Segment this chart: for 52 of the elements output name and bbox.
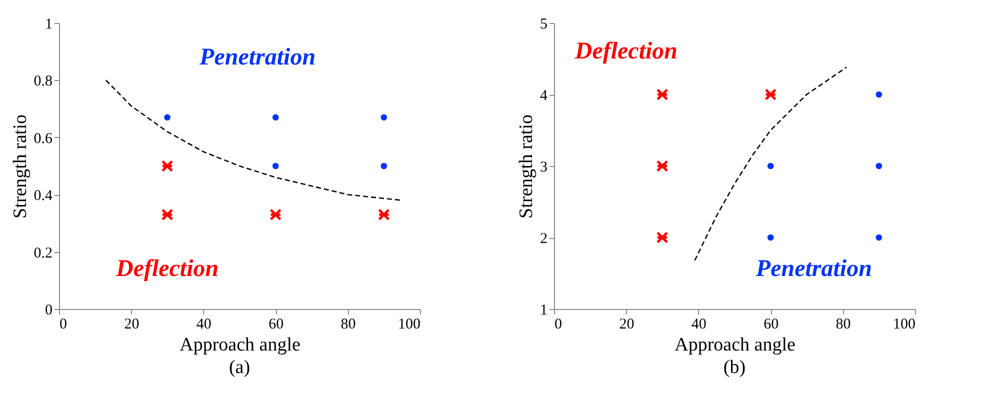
y-tick-label: 0.4 xyxy=(34,188,53,204)
point xyxy=(767,234,774,241)
point xyxy=(272,114,279,121)
y-tick-label: 0.8 xyxy=(34,74,52,90)
y-tick-label: 1 xyxy=(45,16,52,32)
y-tick-label: 1 xyxy=(540,302,548,318)
y-tick-label: 4 xyxy=(540,88,548,104)
y-axis-title: Strength ratio xyxy=(10,114,31,218)
x-tick-label: 40 xyxy=(196,316,212,332)
point xyxy=(876,234,882,241)
x-axis-title: Approach angle xyxy=(180,334,300,356)
x-tick-label: 0 xyxy=(554,316,562,332)
point xyxy=(656,88,668,100)
x-axis-title: Approach angle xyxy=(674,334,796,356)
point xyxy=(378,208,390,221)
point xyxy=(161,208,174,221)
y-tick-label: 0.2 xyxy=(34,245,52,262)
x-tick-label: 20 xyxy=(619,316,634,332)
point xyxy=(380,162,388,170)
point xyxy=(164,114,170,121)
y-tick-label: 0.6 xyxy=(34,130,53,147)
y-tick-label: 5 xyxy=(540,16,548,32)
point xyxy=(270,208,282,221)
text: (b) xyxy=(723,357,746,378)
x-tick-label: 80 xyxy=(340,316,356,332)
x-tick-label: 40 xyxy=(691,316,706,332)
point xyxy=(161,160,174,172)
point xyxy=(656,160,668,172)
y-tick-label: 2 xyxy=(540,231,548,247)
annotation: Penetration xyxy=(198,44,316,70)
text: (a) xyxy=(228,357,250,378)
annotation: Penetration xyxy=(754,256,872,282)
point xyxy=(764,88,777,100)
x-tick-label: 80 xyxy=(836,316,851,332)
x-tick-label: 0 xyxy=(60,316,67,332)
point xyxy=(272,162,279,170)
y-axis-title: Strength ratio xyxy=(516,114,537,218)
point xyxy=(380,114,388,121)
line-series xyxy=(105,80,403,201)
y-tick-label: 0 xyxy=(45,302,52,318)
point xyxy=(656,232,668,244)
x-tick-label: 60 xyxy=(764,316,779,332)
x-tick-label: 100 xyxy=(398,316,420,332)
annotation: Deflection xyxy=(114,256,219,282)
annotation: Deflection xyxy=(574,38,678,65)
point xyxy=(876,162,882,170)
x-tick-label: 100 xyxy=(893,316,916,332)
y-tick-label: 3 xyxy=(540,160,548,176)
x-tick-label: 20 xyxy=(124,316,140,332)
point xyxy=(767,162,774,170)
point xyxy=(876,91,882,98)
x-tick-label: 60 xyxy=(268,316,284,332)
